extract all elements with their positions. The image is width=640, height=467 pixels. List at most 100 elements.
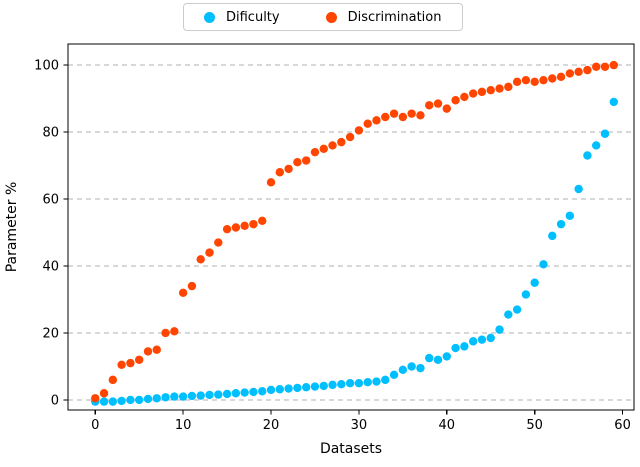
- data-point-discrimination: [301, 156, 311, 165]
- data-point-discrimination: [328, 141, 337, 150]
- data-point-dificulty: [152, 394, 161, 403]
- data-point-discrimination: [372, 116, 381, 125]
- data-point-discrimination: [99, 389, 109, 398]
- data-point-dificulty: [451, 343, 460, 353]
- data-point-dificulty: [284, 384, 293, 393]
- y-tick-label: 20: [42, 326, 59, 341]
- data-point-discrimination: [143, 347, 153, 356]
- data-point-dificulty: [345, 379, 355, 388]
- data-point-discrimination: [609, 60, 618, 70]
- data-point-dificulty: [389, 370, 399, 380]
- data-point-discrimination: [363, 119, 372, 128]
- x-tick-label: 40: [439, 418, 456, 433]
- x-tick-label: 50: [526, 418, 543, 433]
- data-point-dificulty: [416, 363, 425, 373]
- data-point-discrimination: [214, 238, 223, 247]
- data-point-discrimination: [222, 224, 232, 234]
- data-point-dificulty: [556, 219, 566, 229]
- data-point-discrimination: [117, 360, 126, 369]
- data-point-discrimination: [442, 104, 451, 113]
- data-point-dificulty: [266, 385, 276, 395]
- data-point-discrimination: [266, 178, 276, 187]
- data-point-dificulty: [275, 385, 285, 394]
- plot-border: [67, 43, 635, 411]
- data-point-discrimination: [354, 126, 364, 135]
- data-point-discrimination: [108, 375, 118, 385]
- x-tick-label: 10: [175, 418, 192, 433]
- data-point-dificulty: [205, 390, 214, 400]
- dificulty-marker-icon: [204, 11, 215, 23]
- y-tick-label: 0: [51, 393, 59, 408]
- data-point-discrimination: [389, 109, 399, 118]
- data-point-discrimination: [381, 112, 390, 122]
- data-point-dificulty: [592, 141, 601, 150]
- data-point-discrimination: [134, 355, 144, 364]
- y-tick-label: 40: [42, 260, 59, 275]
- data-point-discrimination: [407, 109, 416, 118]
- data-point-discrimination: [345, 132, 355, 142]
- data-point-dificulty: [301, 383, 311, 392]
- data-point-dificulty: [460, 342, 469, 351]
- data-point-discrimination: [433, 99, 443, 108]
- data-point-dificulty: [468, 337, 478, 346]
- data-point-dificulty: [583, 151, 592, 160]
- data-point-dificulty: [99, 397, 109, 406]
- data-point-discrimination: [91, 394, 100, 403]
- data-point-discrimination: [521, 75, 531, 85]
- data-point-dificulty: [170, 392, 179, 401]
- data-point-dificulty: [609, 97, 618, 107]
- data-point-discrimination: [512, 77, 522, 87]
- data-point-dificulty: [231, 389, 241, 398]
- data-point-discrimination: [196, 255, 205, 264]
- data-point-dificulty: [319, 381, 328, 391]
- data-point-discrimination: [504, 82, 513, 92]
- data-point-discrimination: [205, 248, 214, 257]
- data-point-discrimination: [284, 164, 293, 174]
- data-point-discrimination: [451, 96, 460, 105]
- y-tick-label: 100: [34, 59, 59, 74]
- data-point-discrimination: [161, 328, 170, 338]
- axes: [63, 43, 635, 415]
- data-point-dificulty: [477, 335, 487, 344]
- legend-label-dificulty: Dificulty: [226, 9, 280, 25]
- discrimination-marker-icon: [325, 11, 337, 23]
- data-point-dificulty: [240, 388, 249, 397]
- data-point-dificulty: [486, 333, 495, 343]
- data-point-dificulty: [539, 260, 548, 269]
- data-point-discrimination: [293, 158, 302, 167]
- data-point-discrimination: [126, 358, 135, 368]
- data-point-dificulty: [442, 352, 451, 361]
- data-point-discrimination: [258, 216, 267, 226]
- data-point-dificulty: [495, 325, 504, 334]
- tick-labels: 0 10 20 30 40 50 60 0 20 40 60 80 100: [34, 59, 631, 433]
- data-point-dificulty: [398, 365, 408, 375]
- data-point-discrimination: [170, 327, 179, 336]
- y-tick-label: 60: [42, 193, 59, 208]
- data-point-discrimination: [548, 74, 557, 83]
- data-point-discrimination: [574, 67, 583, 76]
- data-point-dificulty: [161, 393, 170, 402]
- y-axis-label: Parameter %: [4, 182, 20, 273]
- legend-label-discrimination: Discrimination: [347, 9, 442, 25]
- data-point-discrimination: [460, 92, 469, 102]
- x-tick-label: 20: [263, 418, 280, 433]
- data-point-dificulty: [293, 383, 302, 393]
- x-tick-label: 60: [614, 418, 631, 433]
- data-point-dificulty: [310, 382, 320, 391]
- data-point-dificulty: [187, 391, 197, 401]
- data-points: [91, 60, 618, 406]
- data-point-dificulty: [258, 387, 267, 396]
- data-point-dificulty: [337, 380, 346, 389]
- data-point-dificulty: [196, 391, 205, 400]
- data-point-discrimination: [592, 62, 601, 71]
- data-point-discrimination: [495, 84, 504, 93]
- data-point-discrimination: [556, 72, 566, 82]
- data-point-discrimination: [468, 89, 478, 98]
- data-point-dificulty: [407, 362, 416, 371]
- data-point-discrimination: [600, 62, 610, 71]
- data-point-dificulty: [521, 290, 531, 299]
- data-point-dificulty: [565, 211, 575, 220]
- data-point-dificulty: [249, 387, 258, 397]
- data-point-dificulty: [504, 310, 513, 319]
- data-point-dificulty: [530, 278, 539, 287]
